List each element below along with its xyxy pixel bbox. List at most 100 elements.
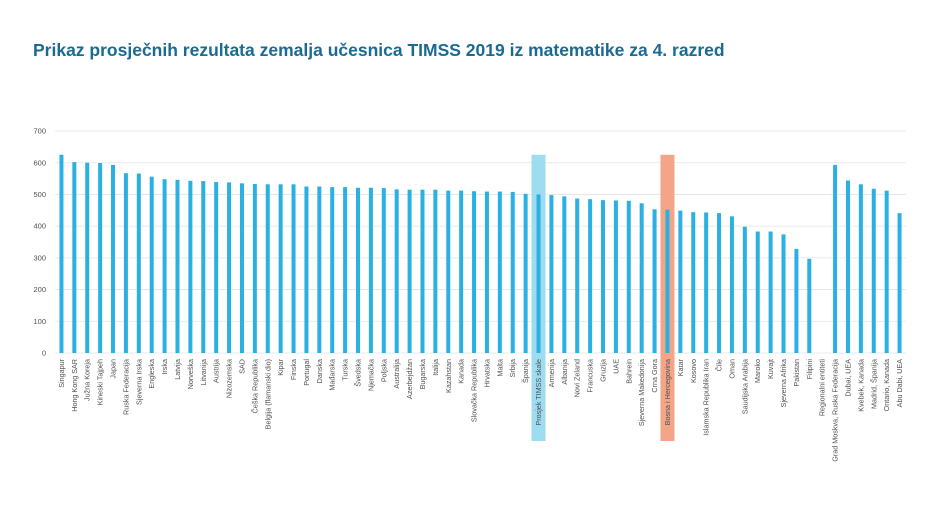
x-tick-label: Dubai, UEA <box>843 359 852 397</box>
bar <box>678 210 683 353</box>
bar <box>149 176 154 353</box>
bar <box>265 184 270 353</box>
bar <box>420 189 425 353</box>
x-tick-label: Bugarska <box>418 359 427 389</box>
bar <box>239 183 244 353</box>
x-tick-label: Novi Zeland <box>573 359 582 397</box>
x-tick-label: Oman <box>727 359 736 379</box>
x-tick-label: Hrvatska <box>482 359 491 387</box>
bar <box>111 164 116 353</box>
bar <box>549 195 554 353</box>
x-tick-label: Bahrein <box>624 359 633 384</box>
bar <box>781 234 786 353</box>
bar <box>497 191 502 353</box>
x-tick-label: Kanada <box>457 359 466 384</box>
bar <box>446 190 451 353</box>
bar <box>343 187 348 353</box>
x-tick-label: Francuska <box>586 359 595 393</box>
x-tick-label: Kineski Tajpeh <box>96 359 105 405</box>
x-tick-label: Regionalni entiteti <box>818 359 827 417</box>
y-tick-label: 200 <box>33 285 46 294</box>
bar <box>600 200 605 353</box>
x-tick-label: Latvija <box>173 359 182 380</box>
x-tick-label: Azerbejdžan <box>405 359 414 399</box>
x-tick-label: Saudijska Arabija <box>740 359 749 414</box>
bar <box>304 186 309 353</box>
y-axis-ticks: 0 100 200 300 400 500 600 700 <box>33 127 46 358</box>
x-tick-label: UAE <box>611 359 620 374</box>
bar <box>330 187 335 353</box>
x-tick-label: Grad Moskva, Ruska Federacija <box>831 359 840 462</box>
x-tick-label: Sjeverna Makedonija <box>637 359 646 426</box>
x-tick-label: Islamska Republika Iran <box>702 359 711 436</box>
bar <box>72 162 77 353</box>
bar <box>123 173 128 353</box>
x-tick-label: Portugal <box>302 359 311 386</box>
bar <box>407 189 412 353</box>
x-tick-label: Prosjek TIMSS skale <box>534 359 543 426</box>
bar <box>175 179 180 353</box>
bar <box>833 164 838 353</box>
x-tick-label: Njemačka <box>366 359 375 391</box>
bar <box>575 198 580 353</box>
bar <box>484 191 489 353</box>
bar <box>227 182 232 353</box>
bar <box>691 212 696 353</box>
x-tick-label: Austrija <box>212 359 221 383</box>
x-tick-label: Kuvajt <box>766 359 775 379</box>
x-tick-label: Češka Republika <box>250 359 259 413</box>
bar <box>459 190 464 353</box>
bar <box>381 188 386 353</box>
y-tick-label: 0 <box>42 349 46 358</box>
x-tick-label: Katar <box>676 358 685 376</box>
x-tick-label: Armenija <box>547 359 556 387</box>
gridlines <box>55 130 906 354</box>
bar <box>98 163 103 353</box>
bar <box>704 212 709 353</box>
bar <box>639 203 644 353</box>
y-tick-label: 400 <box>33 222 46 231</box>
x-tick-label: Maroko <box>753 359 762 383</box>
x-tick-label: Gruzija <box>598 359 607 382</box>
bar <box>613 200 618 353</box>
x-tick-label: SAD <box>237 359 246 374</box>
bar <box>588 199 593 353</box>
x-tick-label: Albanija <box>560 359 569 385</box>
x-tick-label: Norveška <box>186 359 195 389</box>
bar <box>845 180 850 353</box>
bar <box>188 180 193 353</box>
x-tick-label: Engleska <box>147 359 156 389</box>
bar <box>729 216 734 353</box>
x-tick-label: Danska <box>315 359 324 383</box>
bar <box>858 184 863 353</box>
bar <box>317 186 322 353</box>
bar <box>755 231 760 353</box>
bar <box>665 209 670 353</box>
bar <box>717 213 722 353</box>
bar <box>652 209 657 353</box>
x-tick-label: Pakistan <box>792 359 801 387</box>
bar <box>214 182 219 353</box>
chart-title: Prikaz prosječnih rezultata zemalja učes… <box>33 40 725 60</box>
x-axis-labels: Singapur Hong Kong SAR Južna Koreja Kineski… <box>57 358 904 461</box>
bar <box>807 258 812 353</box>
x-tick-label: Turska <box>341 359 350 381</box>
bar <box>252 183 257 353</box>
x-tick-label: Mađarska <box>328 359 337 391</box>
bar <box>510 191 515 353</box>
x-tick-label: Sjeverna Irska <box>134 359 143 405</box>
bar <box>884 190 889 353</box>
x-tick-label: Ontario, Kanada <box>882 359 891 411</box>
bar <box>136 173 141 353</box>
x-tick-label: Kvebek, Kanada <box>856 359 865 412</box>
bar <box>85 162 90 353</box>
bar <box>278 184 283 353</box>
y-tick-label: 300 <box>33 253 46 262</box>
bar <box>871 188 876 353</box>
x-tick-label: Kipar <box>276 358 285 375</box>
x-tick-label: Slovačka Republika <box>470 359 479 422</box>
bar <box>59 154 64 353</box>
x-tick-label: Sjeverna Afrika <box>779 359 788 407</box>
bar <box>742 226 747 353</box>
y-tick-label: 500 <box>33 190 46 199</box>
